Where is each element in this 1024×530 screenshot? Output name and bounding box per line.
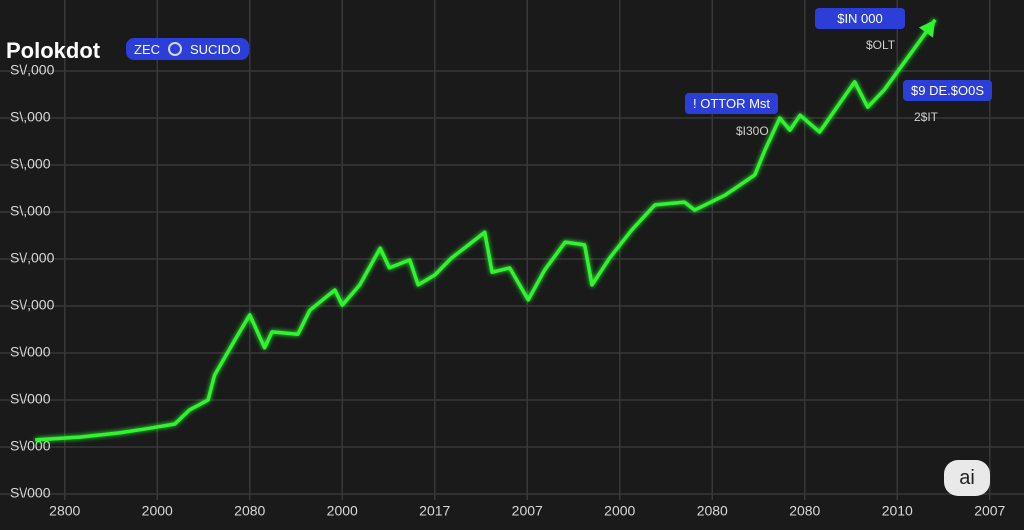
pill-icon: [168, 42, 182, 56]
arrowhead: [918, 19, 936, 38]
annotation: ! OTTOR Mst: [685, 93, 779, 114]
y-tick-label: S\/,000: [10, 250, 55, 266]
x-tick-label: 2080: [234, 503, 265, 519]
pill-left: ZEC: [134, 41, 160, 57]
x-tick-label: 2080: [789, 503, 820, 519]
y-tick-label: S\/000: [10, 344, 51, 360]
ai-badge: ai: [944, 460, 990, 496]
chart-title: Polokdot: [6, 38, 101, 63]
y-tick-label: S\/,000: [10, 297, 55, 313]
annotation-sub: 2$IT: [914, 110, 939, 124]
line: [35, 18, 937, 442]
asset-pill[interactable]: ZEC SUCIDO: [126, 38, 249, 60]
y-tick-label: S\,000: [10, 109, 51, 125]
x-tick-label: 2000: [142, 503, 173, 519]
x-tick-label: 2000: [604, 503, 635, 519]
x-tick-label: 2010: [882, 503, 913, 519]
x-tick-label: 2800: [49, 503, 80, 519]
x-tick-label: 2007: [512, 503, 543, 519]
y-tick-label: S\/000: [10, 438, 51, 454]
annotation-sub: $OLT: [866, 38, 896, 52]
x-tick-label: 2080: [697, 503, 728, 519]
y-tick-label: S\/,000: [10, 62, 55, 78]
annotation: $IN 000: [815, 8, 905, 29]
y-tick-label: S\,000: [10, 156, 51, 172]
x-tick-label: 2017: [419, 503, 450, 519]
annotation-sub: $I30O: [736, 124, 769, 138]
x-tick-label: 2007: [974, 503, 1005, 519]
pill-right: SUCIDO: [190, 41, 241, 57]
y-tick-label: S\,000: [10, 203, 51, 219]
x-tick-label: 2000: [327, 503, 358, 519]
y-tick-label: S\/000: [10, 391, 51, 407]
annotation: $9 DE.$O0S: [903, 80, 992, 101]
y-tick-label: S\/000: [10, 485, 51, 501]
